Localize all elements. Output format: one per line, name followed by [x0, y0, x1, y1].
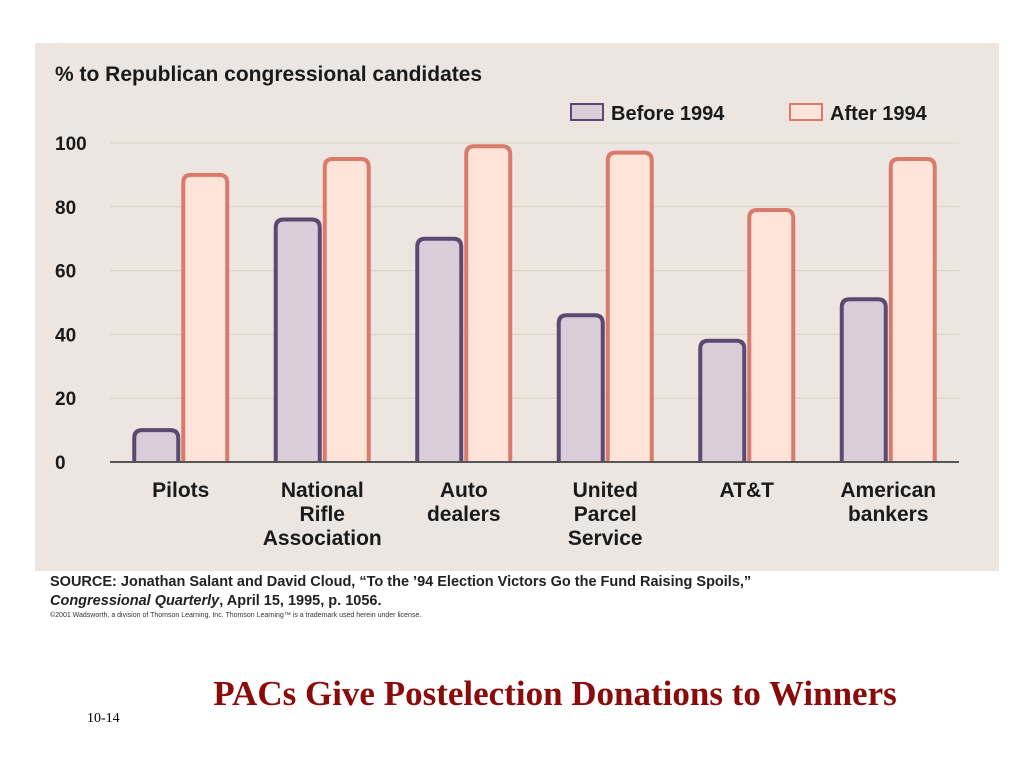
bar-before-1994 [839, 297, 888, 462]
bar-chart: % to Republican congressional candidates… [55, 63, 959, 550]
y-tick-label: 20 [55, 389, 76, 410]
x-category-label: AT&T [720, 479, 775, 502]
grid-lines [110, 142, 959, 399]
source-citation-continued: Congressional Quarterly, April 15, 1995,… [50, 593, 382, 609]
y-tick-label: 40 [55, 325, 76, 346]
x-category-label: United Parcel Service [568, 479, 643, 550]
chart-legend: Before 1994 After 1994 [570, 103, 928, 125]
bar-before-1994 [556, 313, 605, 462]
slide-title: PACs Give Postelection Donations to Winn… [213, 674, 897, 713]
y-tick-label: 0 [55, 453, 66, 474]
x-category-label-line: bankers [848, 503, 929, 526]
x-category-label-line: United [573, 479, 638, 502]
x-axis-labels: Pilots National Rifle Association Auto dealer… [152, 479, 936, 550]
x-category-label-line: Association [263, 527, 382, 550]
legend-label: After 1994 [830, 103, 928, 125]
bars [132, 144, 937, 462]
source-citation: SOURCE: Jonathan Salant and David Cloud,… [50, 574, 752, 590]
publication-name: Congressional Quarterly [50, 593, 220, 609]
bar-before-1994 [273, 217, 322, 462]
legend-swatch [789, 103, 823, 121]
x-category-label-line: AT&T [720, 479, 775, 502]
bar-after-1994 [747, 207, 796, 462]
bar-after-1994 [464, 144, 513, 462]
bar-after-1994 [322, 156, 371, 462]
bar-before-1994 [698, 338, 747, 462]
y-axis-ticks: 0 20 40 60 80 100 [55, 134, 87, 474]
bar-after-1994 [888, 156, 937, 462]
legend-label: Before 1994 [611, 103, 725, 125]
publication-details: , April 15, 1995, p. 1056. [219, 593, 382, 609]
y-tick-label: 100 [55, 134, 87, 155]
chart-panel: % to Republican congressional candidates… [35, 43, 999, 571]
bar-after-1994 [181, 172, 230, 462]
x-category-label: American bankers [840, 479, 936, 526]
x-category-label-line: Auto [440, 479, 488, 502]
bar-before-1994 [132, 428, 181, 462]
x-category-label: Pilots [152, 479, 209, 502]
x-category-label-line: American [840, 479, 936, 502]
bar-before-1994 [415, 236, 464, 462]
x-category-label-line: Rifle [299, 503, 345, 526]
slide-number: 10-14 [87, 711, 120, 726]
chart-title: % to Republican congressional candidates [55, 63, 482, 86]
x-category-label-line: National [281, 479, 364, 502]
x-category-label: Auto dealers [427, 479, 501, 526]
legend-swatch [570, 103, 604, 121]
y-tick-label: 60 [55, 262, 76, 283]
bar-after-1994 [605, 150, 654, 462]
copyright-notice: ©2001 Wadsworth, a division of Thomson L… [50, 612, 422, 619]
y-tick-label: 80 [55, 198, 76, 219]
x-category-label: National Rifle Association [263, 479, 382, 550]
x-category-label-line: dealers [427, 503, 501, 526]
x-category-label-line: Service [568, 527, 643, 550]
x-category-label-line: Parcel [574, 503, 637, 526]
x-category-label-line: Pilots [152, 479, 209, 502]
